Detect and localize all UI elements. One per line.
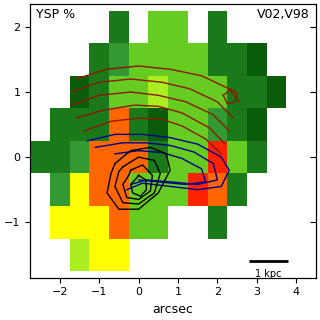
Bar xyxy=(148,141,168,173)
Bar xyxy=(188,43,207,76)
Bar xyxy=(50,108,70,141)
Bar xyxy=(207,141,227,173)
Bar xyxy=(89,141,109,173)
Bar xyxy=(89,206,109,238)
Bar xyxy=(129,76,148,108)
Bar xyxy=(188,76,207,108)
Bar xyxy=(70,173,89,206)
Bar xyxy=(89,76,109,108)
Bar xyxy=(109,238,129,271)
Bar xyxy=(89,173,109,206)
Text: YSP %: YSP % xyxy=(36,8,75,21)
Bar xyxy=(109,76,129,108)
Bar xyxy=(247,108,267,141)
Bar xyxy=(168,76,188,108)
Bar xyxy=(267,76,286,108)
Bar xyxy=(247,141,267,173)
Bar xyxy=(188,173,207,206)
Bar xyxy=(148,173,168,206)
Bar xyxy=(227,141,247,173)
Bar xyxy=(227,43,247,76)
Bar xyxy=(129,43,148,76)
Bar xyxy=(247,43,267,76)
Bar xyxy=(227,173,247,206)
Bar xyxy=(70,76,89,108)
Bar xyxy=(188,108,207,141)
Bar xyxy=(50,173,70,206)
Bar xyxy=(129,141,148,173)
Bar xyxy=(207,76,227,108)
Bar xyxy=(168,43,188,76)
Bar xyxy=(207,108,227,141)
Bar xyxy=(168,141,188,173)
Bar xyxy=(207,206,227,238)
Bar xyxy=(89,238,109,271)
Bar xyxy=(148,76,168,108)
Bar xyxy=(109,108,129,141)
Bar xyxy=(207,173,227,206)
Bar xyxy=(109,43,129,76)
Bar xyxy=(168,108,188,141)
Bar xyxy=(148,11,168,43)
Bar xyxy=(247,76,267,108)
Bar xyxy=(129,173,148,206)
Bar xyxy=(30,141,50,173)
Bar xyxy=(227,76,247,108)
Bar xyxy=(109,173,129,206)
Bar xyxy=(70,238,89,271)
Bar xyxy=(70,108,89,141)
Bar xyxy=(207,11,227,43)
Bar xyxy=(168,11,188,43)
Bar xyxy=(207,43,227,76)
Text: V02,V98: V02,V98 xyxy=(257,8,310,21)
Bar xyxy=(70,206,89,238)
Bar xyxy=(109,141,129,173)
Bar xyxy=(50,141,70,173)
Bar xyxy=(148,108,168,141)
X-axis label: arcsec: arcsec xyxy=(153,303,194,316)
Bar xyxy=(188,141,207,173)
Bar xyxy=(109,206,129,238)
Bar xyxy=(129,206,148,238)
Bar xyxy=(89,43,109,76)
Bar xyxy=(148,206,168,238)
Bar xyxy=(70,141,89,173)
Bar xyxy=(89,108,109,141)
Bar xyxy=(227,108,247,141)
Bar xyxy=(148,43,168,76)
Text: 1 kpc: 1 kpc xyxy=(255,269,282,279)
Bar xyxy=(129,108,148,141)
Bar xyxy=(168,173,188,206)
Bar xyxy=(109,11,129,43)
Bar xyxy=(50,206,70,238)
